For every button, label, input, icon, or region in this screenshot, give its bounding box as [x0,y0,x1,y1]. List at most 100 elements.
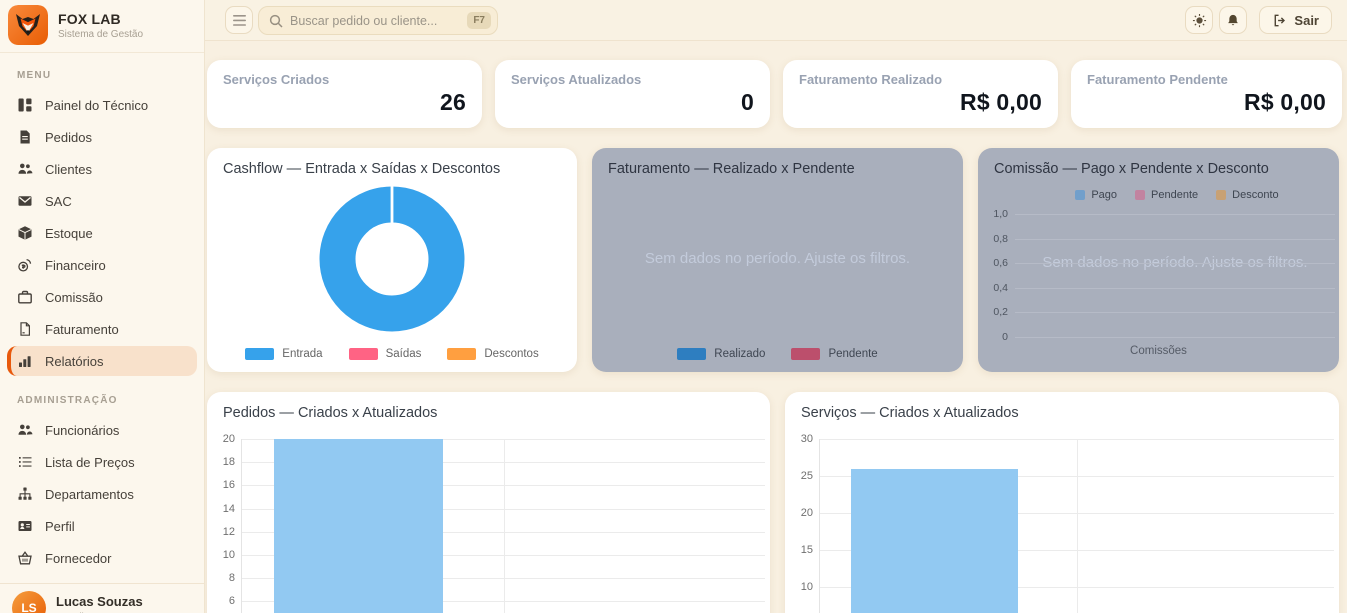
sidebar-item-label: Pedidos [45,129,92,145]
sidebar-item-label: Fornecedor [45,550,112,566]
gridline [1015,238,1335,240]
legend-item-saidas[interactable]: Saídas [348,348,421,360]
sidebar-item-financeiro[interactable]: Financeiro [7,250,197,280]
chart-title: Faturamento — Realizado x Pendente [608,161,855,177]
sidebar-item-departamentos[interactable]: Departamentos [7,479,197,509]
stat-label: Faturamento Pendente [1087,72,1228,87]
gridline [1015,263,1335,265]
sidebar-item-label: Clientes [45,161,92,177]
legend-swatch [1075,190,1086,200]
y-axis-tick: 20 [222,433,235,445]
dashboard-icon [18,98,32,112]
stat-value: R$ 0,00 [1244,89,1326,115]
search-box[interactable]: F7 [258,6,498,35]
stat-value: R$ 0,00 [960,89,1042,115]
servicos-plot-area[interactable]: 30 25 20 15 10 [801,433,1334,613]
stat-value: 26 [440,89,466,115]
sidebar: FOX LAB Sistema de Gestão MENU Painel do… [0,0,205,613]
legend-swatch [348,348,378,360]
legend-item-pendente[interactable]: Pendente [1135,189,1198,201]
logout-button[interactable]: Sair [1259,6,1332,34]
legend-item-desconto[interactable]: Desconto [1216,189,1279,201]
sun-icon [1192,13,1206,27]
mail-icon [18,196,32,206]
sidebar-item-sac[interactable]: SAC [7,186,197,216]
sidebar-item-relatorios[interactable]: Relatórios [7,346,197,376]
chart-title: Cashflow — Entrada x Saídas x Descontos [223,161,501,177]
sidebar-item-label: Financeiro [45,257,106,273]
id-card-icon [18,521,32,531]
legend-item-entrada[interactable]: Entrada [245,348,323,360]
sidebar-item-perfil[interactable]: Perfil [7,511,197,541]
stat-label: Serviços Criados [223,72,330,87]
bar-chart-icon [19,356,31,367]
comissao-plot-area[interactable]: Sem dados no período. Ajuste os filtros.… [993,208,1335,343]
sidebar-item-label: Relatórios [45,353,104,369]
stat-label: Faturamento Realizado [799,72,943,87]
stat-value: 0 [741,89,754,115]
notifications-button[interactable] [1219,6,1247,34]
y-axis-tick: 15 [800,544,813,556]
category-gridline [1077,439,1078,613]
search-shortcut-badge: F7 [467,12,491,29]
chart-legend: Pago Pendente Desconto [1015,189,1339,201]
sidebar-item-clientes[interactable]: Clientes [7,154,197,184]
y-axis-tick: 0 [1002,331,1008,343]
y-axis-tick: 14 [222,502,235,515]
y-axis-tick: 0,6 [993,257,1008,270]
stat-card-servicos-criados: Serviços Criados 26 [207,60,482,128]
sidebar-item-comissao[interactable]: Comissão [7,282,197,312]
sidebar-item-fornecedor[interactable]: Fornecedor [7,543,197,573]
sidebar-item-faturamento[interactable]: Faturamento [7,314,197,344]
avatar: LS [12,591,46,613]
y-axis-tick: 0,4 [993,281,1008,294]
pedidos-plot-area[interactable]: 20 18 16 14 12 10 8 6 [223,433,765,613]
legend-item-realizado[interactable]: Realizado [677,348,765,360]
user-profile[interactable]: LS Lucas Souzas Online [0,583,204,613]
sidebar-item-label: Comissão [45,289,103,305]
theme-toggle-button[interactable] [1185,6,1213,34]
chart-title: Serviços — Criados x Atualizados [801,405,1019,421]
users-icon [18,163,33,174]
empty-state-message: Sem dados no período. Ajuste os filtros. [1042,254,1308,271]
y-axis-tick: 1,0 [993,208,1008,220]
y-axis-tick: 0,8 [993,232,1008,245]
menu-toggle-button[interactable] [225,6,253,34]
bar-criados[interactable] [273,439,444,613]
donut-chart[interactable] [317,184,467,334]
sidebar-item-estoque[interactable]: Estoque [7,218,197,248]
brand-header: FOX LAB Sistema de Gestão [0,0,204,53]
sidebar-item-painel-do-tecnico[interactable]: Painel do Técnico [7,90,197,120]
logout-icon [1275,14,1286,26]
stat-card-servicos-atualizados: Serviços Atualizados 0 [495,60,770,128]
y-axis-tick: 30 [800,433,813,445]
pedidos-chart-card: Pedidos — Criados x Atualizados 20 18 16 14… [207,392,770,613]
user-status: Online [56,612,143,613]
empty-state-message: Sem dados no período. Ajuste os filtros. [644,250,911,267]
comissao-chart-card: Comissão — Pago x Pendente x Desconto Pa… [978,148,1339,372]
sidebar-section-menu: MENU [17,70,52,81]
chart-title: Pedidos — Criados x Atualizados [223,405,438,421]
sidebar-item-label: Funcionários [45,422,120,438]
chart-legend: Realizado Pendente [592,348,963,360]
sidebar-item-label: Departamentos [45,486,134,502]
invoice-icon [20,322,30,336]
y-axis-tick: 8 [228,572,235,585]
bar-criados[interactable] [851,468,1018,613]
gridline [1015,312,1335,314]
legend-swatch [791,348,821,360]
list-icon [19,457,32,467]
category-gridline [503,439,505,613]
briefcase-icon [18,290,32,304]
legend-item-pago[interactable]: Pago [1075,189,1117,201]
legend-item-pendente[interactable]: Pendente [791,348,878,360]
stat-card-faturamento-pendente: Faturamento Pendente R$ 0,00 [1071,60,1342,128]
search-input[interactable] [290,13,461,28]
sidebar-item-funcionarios[interactable]: Funcionários [7,415,197,445]
legend-item-descontos[interactable]: Descontos [447,348,539,360]
servicos-chart-card: Serviços — Criados x Atualizados 30 25 20 1… [785,392,1339,613]
y-axis-tick: 0,2 [993,306,1008,319]
logout-label: Sair [1294,12,1319,28]
sidebar-item-pedidos[interactable]: Pedidos [7,122,197,152]
sidebar-item-lista-de-precos[interactable]: Lista de Preços [7,447,197,477]
